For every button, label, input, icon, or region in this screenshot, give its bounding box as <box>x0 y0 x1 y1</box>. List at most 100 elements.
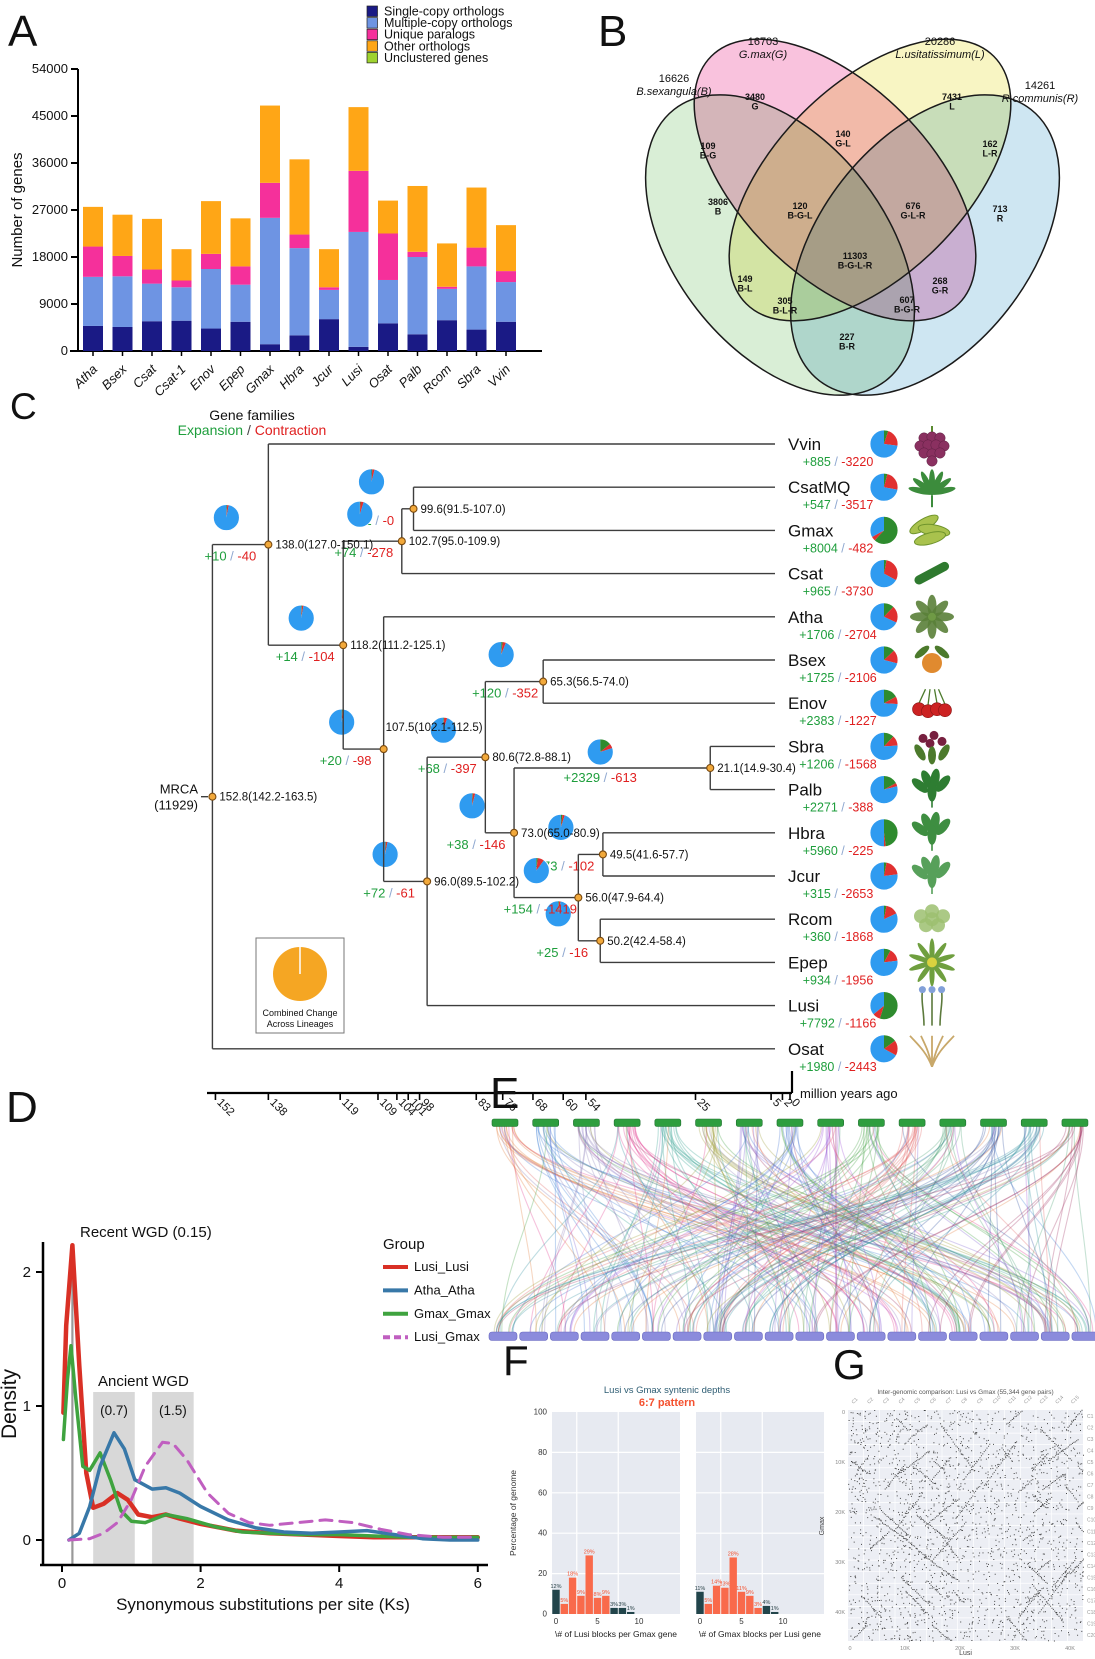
synteny-ribbon <box>627 1125 718 1333</box>
synteny-ribbon <box>969 1125 1083 1333</box>
legend-swatch <box>366 5 378 17</box>
node-age-label: 107.5(102.1-112.5) <box>386 722 483 734</box>
species-pie <box>869 559 899 588</box>
region-value: 140 <box>835 129 850 139</box>
synteny-ribbon <box>503 1125 811 1333</box>
separator: / <box>243 422 255 438</box>
synteny-ribbon <box>505 1125 626 1333</box>
pie-slice <box>558 900 561 914</box>
stalk <box>931 1035 955 1068</box>
bottom-chromosome-block <box>918 1331 947 1341</box>
synteny-ribbon <box>513 1125 1016 1333</box>
synteny-ribbon <box>745 1125 957 1333</box>
synteny-ribbon <box>630 1125 800 1333</box>
synteny-ribbon <box>960 1125 1029 1333</box>
time-axis-tick-label: 152 <box>214 1097 236 1119</box>
expansion-contraction-label: +10 / -40 <box>205 549 257 564</box>
synteny-ribbon <box>682 1125 797 1333</box>
pie-slice <box>884 606 899 623</box>
synteny-ribbon <box>581 1125 850 1333</box>
synteny-ribbon <box>721 1125 920 1333</box>
synteny-ribbon <box>869 1125 997 1333</box>
node-pie <box>429 716 457 744</box>
pie-slice <box>560 814 565 828</box>
expansion-contraction-label: +1706 / -2704 <box>799 628 877 642</box>
separator: / <box>385 885 396 900</box>
x-chromosome-label: C13 <box>1039 1395 1050 1406</box>
contraction-value: -98 <box>353 753 372 768</box>
node-pie <box>346 500 374 528</box>
separator: / <box>831 498 841 512</box>
node-age-label: 138.0(127.0-150.1) <box>275 540 373 552</box>
chart-title: Lusi vs Gmax syntenic depths <box>604 1385 730 1396</box>
synteny-ribbon <box>715 1125 788 1333</box>
tree-node-dot <box>264 540 273 549</box>
y-tick-label: 80 <box>538 1448 547 1457</box>
synteny-ribbon <box>872 1125 1094 1333</box>
synteny-ribbon <box>713 1125 721 1333</box>
synteny-ribbon <box>585 1125 689 1333</box>
bar-segment <box>142 321 162 351</box>
synteny-ribbon <box>537 1125 1079 1333</box>
bar-segment <box>171 249 192 281</box>
pie-outline <box>869 818 899 848</box>
species-name: Jcur <box>788 867 820 886</box>
synteny-ribbon <box>634 1125 865 1333</box>
node-pie <box>522 857 550 884</box>
synteny-ribbon <box>542 1125 818 1333</box>
synteny-ribbon <box>618 1125 839 1333</box>
expansion-value: +14 <box>276 649 298 664</box>
panel-label-e: E <box>490 1069 520 1118</box>
node-age-label: 118.2(111.2-125.1) <box>350 640 445 652</box>
synteny-ribbon <box>535 1125 622 1333</box>
mrca-count: (11929) <box>154 798 198 813</box>
synteny-ribbon <box>744 1125 994 1333</box>
panel-g-dotplot: Inter-genomic comparison: Lusi vs Gmax (… <box>819 1389 1095 1657</box>
region-value: 227 <box>839 332 854 342</box>
pie-slice <box>501 641 503 655</box>
histogram-bar <box>696 1591 704 1614</box>
synteny-ribbon <box>683 1125 1067 1333</box>
bar-label: 5% <box>704 1598 712 1604</box>
synteny-ribbon <box>1039 1125 1051 1333</box>
pie-outline <box>869 732 899 761</box>
legend-swatch <box>366 52 378 64</box>
top-chromosome-block <box>1061 1118 1089 1127</box>
time-axis-tick-label: 54 <box>585 1097 603 1115</box>
expansion-contraction-label: +547 / -3517 <box>803 498 874 512</box>
species-pie <box>869 429 899 459</box>
separator: / <box>298 649 309 664</box>
tree-node-dot <box>598 850 607 859</box>
legend-label: Atha_Atha <box>414 1282 475 1297</box>
wgd-band <box>152 1392 194 1565</box>
pie-slice <box>870 818 884 847</box>
synteny-ribbon <box>682 1125 871 1333</box>
band-label: (0.7) <box>100 1403 128 1418</box>
expansion-contraction-label: +25 / -16 <box>536 945 588 960</box>
synteny-ribbon <box>701 1125 1048 1333</box>
synteny-ribbon <box>594 1125 1031 1333</box>
synteny-ribbon <box>588 1125 1050 1333</box>
top-chromosome-block <box>858 1118 885 1127</box>
band-label: (1.5) <box>159 1403 187 1418</box>
synteny-ribbon <box>577 1125 912 1333</box>
pie-outline <box>544 900 572 928</box>
contraction-value: -1956 <box>841 973 873 987</box>
combined-change-caption: Combined Change <box>262 1008 337 1018</box>
synteny-ribbon <box>716 1125 787 1333</box>
synteny-ribbon <box>723 1125 743 1333</box>
venn-ellipse-outline <box>789 94 1061 396</box>
synteny-ribbon <box>758 1125 1067 1333</box>
synteny-ribbon <box>747 1125 791 1333</box>
region-value: 713 <box>992 204 1007 214</box>
region-code: R <box>997 214 1004 224</box>
pie-outline <box>547 814 575 841</box>
synteny-ribbon <box>578 1125 1050 1333</box>
expansion-value: +1725 <box>799 671 834 685</box>
legend-label: Other orthologs <box>384 39 470 53</box>
synteny-ribbon <box>714 1125 1040 1333</box>
pie-outline <box>869 472 899 502</box>
expansion-contraction-label: +120 / -352 <box>472 686 538 701</box>
bottom-chromosome-block <box>672 1331 702 1341</box>
petal <box>931 962 947 982</box>
